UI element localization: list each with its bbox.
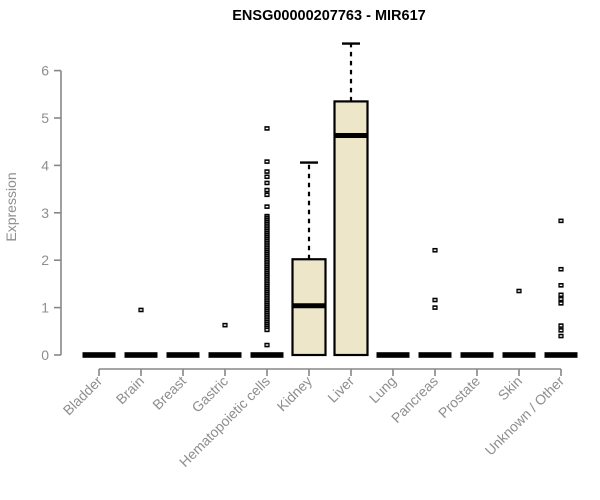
outlier-point-center: [265, 189, 269, 191]
x-tick-label: Brain: [113, 373, 147, 407]
outlier-point-center: [265, 344, 269, 346]
box-liver: [333, 100, 369, 357]
zero-box-bladder: [82, 352, 116, 358]
outlier-point-center: [517, 290, 521, 292]
y-tick-label: 1: [41, 300, 49, 316]
x-tick-label: Unknown / Other: [482, 373, 568, 459]
outlier-point-center: [559, 335, 563, 337]
outlier-point-center: [559, 284, 563, 287]
x-tick-label: Bladder: [60, 373, 106, 419]
y-tick-label: 3: [41, 205, 49, 221]
outlier-point-center: [433, 299, 437, 301]
outlier-point-center: [265, 127, 269, 130]
outlier-point-center: [559, 220, 563, 222]
outlier-point-center: [433, 306, 437, 309]
zero-box-breast: [166, 352, 200, 358]
outlier-point-center: [559, 268, 563, 270]
outlier-point-center: [559, 302, 563, 305]
y-tick-label: 2: [41, 252, 49, 268]
outlier-point-center: [265, 182, 269, 184]
outlier-point-center: [139, 309, 143, 311]
x-tick-label: Liver: [324, 373, 357, 406]
x-tick-label: Pancreas: [388, 373, 441, 426]
outlier-point-center: [559, 294, 563, 296]
outlier-point-center: [559, 324, 563, 327]
zero-box-lung: [376, 352, 410, 358]
x-tick-label: Prostate: [435, 373, 483, 421]
x-tick-label: Lung: [366, 373, 399, 406]
zero-box-hematopoietic-cells: [250, 352, 284, 358]
outlier-point-center: [433, 249, 437, 251]
y-tick-label: 4: [41, 157, 49, 173]
y-axis-label: Expression: [3, 172, 19, 241]
chart-title: ENSG00000207763 - MIR617: [232, 8, 425, 24]
outlier-point-center: [559, 298, 563, 300]
y-tick-label: 5: [41, 110, 49, 126]
zero-box-unknown-other: [544, 352, 578, 358]
outlier-point-center: [265, 329, 269, 331]
outlier-point-center: [265, 205, 269, 208]
outlier-point-center: [265, 194, 269, 196]
outlier-point-center: [265, 170, 269, 173]
y-tick-label: 6: [41, 63, 49, 79]
x-tick-label: Skin: [495, 373, 526, 404]
y-tick-label: 0: [41, 347, 49, 363]
outlier-point-center: [265, 176, 269, 178]
zero-box-pancreas: [418, 352, 452, 358]
zero-box-gastric: [208, 352, 242, 358]
zero-box-skin: [502, 352, 536, 358]
outlier-point-center: [223, 324, 227, 326]
x-tick-label: Kidney: [274, 373, 316, 415]
outlier-point-center: [265, 160, 269, 163]
x-tick-label: Breast: [149, 373, 189, 413]
zero-box-prostate: [460, 352, 494, 358]
zero-box-brain: [124, 352, 158, 358]
outlier-point-center: [559, 329, 563, 332]
